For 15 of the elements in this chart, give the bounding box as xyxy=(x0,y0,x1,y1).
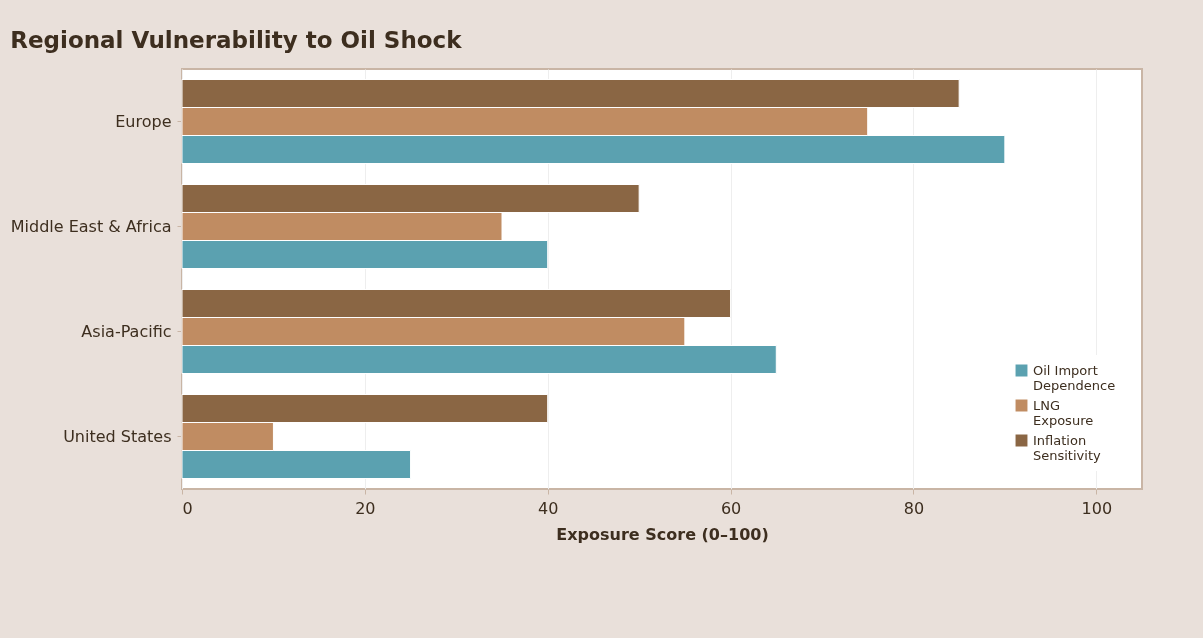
y-tick-label: Europe xyxy=(115,111,172,131)
x-tick-label: 80 xyxy=(903,498,925,518)
legend-label: Oil Import Dependence xyxy=(1033,362,1116,393)
chart-title: Regional Vulnerability to Oil Shock xyxy=(10,27,463,53)
x-tick-label: 20 xyxy=(355,498,376,518)
y-tick-label: Middle East & Africa xyxy=(10,216,172,236)
legend-label: LNG Exposure xyxy=(1033,397,1094,428)
legend-label: Inflation Sensitivity xyxy=(1033,432,1101,463)
x-tick-label: 60 xyxy=(720,498,742,518)
y-tick-label: United States xyxy=(63,426,172,446)
x-axis-title: Exposure Score (0–100) xyxy=(556,524,769,544)
x-tick-label: 100 xyxy=(1081,498,1113,518)
y-tick-label: Asia-Pacific xyxy=(81,321,172,341)
x-tick-label: 0 xyxy=(182,498,193,518)
x-tick-label: 40 xyxy=(538,498,559,518)
